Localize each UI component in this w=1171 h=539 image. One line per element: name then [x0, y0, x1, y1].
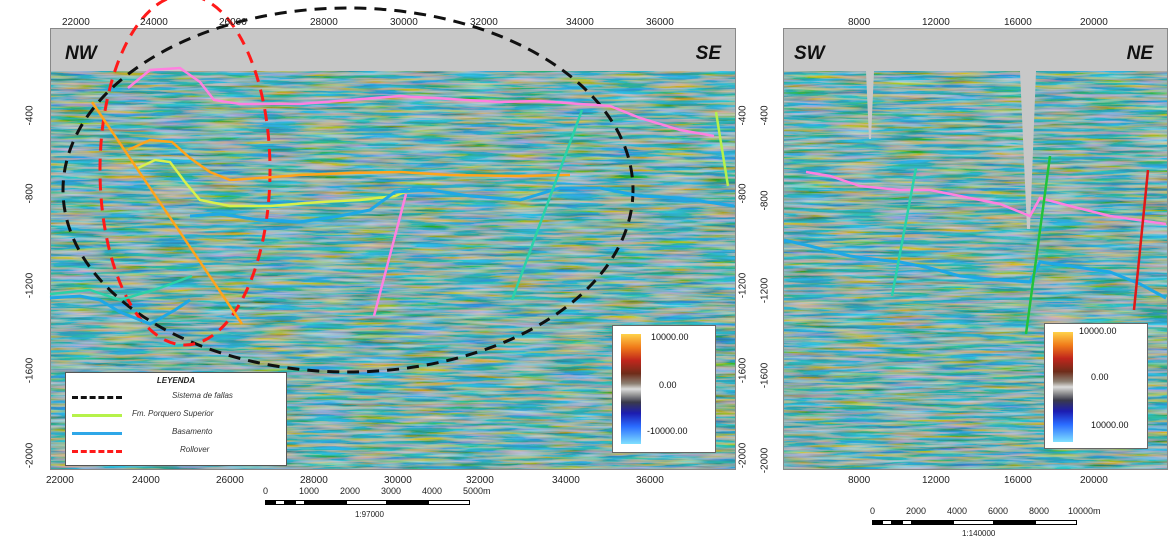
rollover-ellipse — [98, 0, 272, 347]
fault-teal — [510, 109, 584, 301]
horizon-blue-left-deep — [49, 294, 191, 326]
legend-item-porquero: Fm. Porquero Superior — [72, 409, 282, 421]
fault-yellow-green — [714, 111, 730, 187]
colorbar-mid: 0.00 — [659, 380, 677, 390]
horizon-blue-right — [783, 238, 1167, 300]
legend-item-fault-system: Sistema de fallas — [72, 391, 282, 403]
horizon-orange-left — [127, 138, 571, 182]
colorbar-min: 10000.00 — [1091, 420, 1129, 430]
legend: LEYENDA Sistema de fallas Fm. Porquero S… — [65, 372, 287, 466]
colorbar-mid: 0.00 — [1091, 372, 1109, 382]
legend-item-rollover: Rollover — [72, 445, 282, 457]
corner-label-sw: SW — [794, 43, 825, 64]
fault-green-right — [1024, 155, 1052, 335]
fault-system-ellipse — [61, 6, 635, 374]
colorbar-min: -10000.00 — [647, 426, 688, 436]
colorbar-gradient — [621, 334, 641, 444]
legend-item-basement: Basamento — [72, 427, 282, 439]
corner-label-se: SE — [695, 43, 721, 64]
fault-orange — [90, 101, 244, 325]
colorbar-max: 10000.00 — [651, 332, 689, 342]
section-header-band — [784, 29, 1167, 71]
corner-label-nw: NW — [65, 43, 97, 64]
horizon-blue-left — [189, 186, 735, 224]
scalebar-right: 0 2000 4000 6000 8000 10000m 1:140000 — [870, 506, 1101, 538]
horizon-yellow-left — [137, 158, 411, 208]
scalebar-left: 0 1000 2000 3000 4000 5000m 1:97000 — [263, 486, 491, 519]
colorbar-right: 10000.00 0.00 10000.00 — [1044, 323, 1148, 449]
horizon-pink-left — [127, 66, 715, 138]
horizon-teal-left — [49, 274, 193, 302]
fault-pink — [372, 193, 408, 317]
corner-label-ne: NE — [1126, 43, 1153, 64]
colorbar-left: 10000.00 0.00 -10000.00 — [612, 325, 716, 453]
colorbar-max: 10000.00 — [1079, 326, 1117, 336]
fault-teal-right — [890, 167, 918, 297]
legend-title: LEYENDA — [156, 376, 196, 385]
fault-red-right — [1132, 169, 1150, 311]
colorbar-gradient — [1053, 332, 1073, 442]
horizon-pink-right — [805, 170, 1167, 226]
